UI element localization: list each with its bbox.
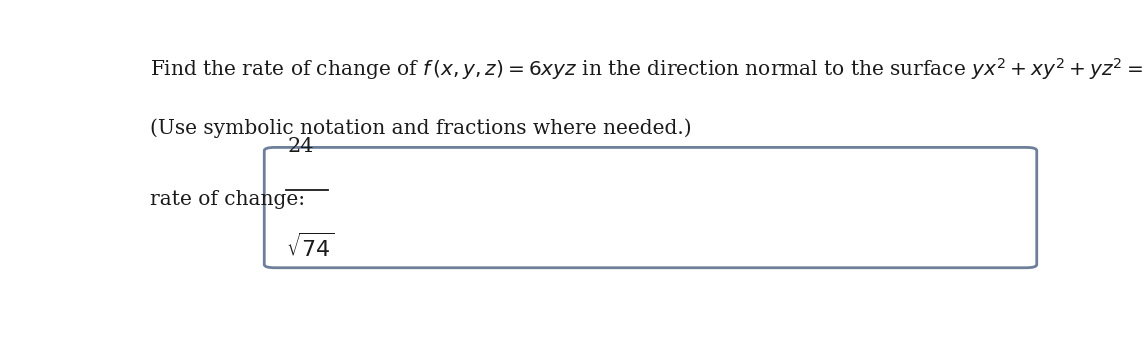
FancyBboxPatch shape xyxy=(264,147,1037,268)
Text: (Use symbolic notation and fractions where needed.): (Use symbolic notation and fractions whe… xyxy=(150,118,692,138)
Text: Find the rate of change of $f\,(x, y, z) = 6xyz$ in the direction normal to the : Find the rate of change of $f\,(x, y, z)… xyxy=(150,56,1147,82)
Text: $\sqrt{74}$: $\sqrt{74}$ xyxy=(286,233,334,262)
Text: 24: 24 xyxy=(288,137,314,156)
Text: rate of change:: rate of change: xyxy=(150,190,305,209)
